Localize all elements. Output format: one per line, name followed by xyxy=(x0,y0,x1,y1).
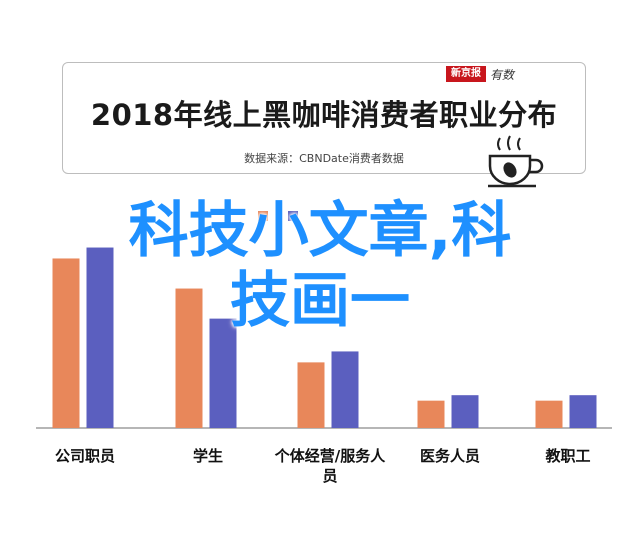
chart-title: 2018年线上黑咖啡消费者职业分布 xyxy=(90,98,558,132)
legend-swatch-orange xyxy=(258,211,268,221)
legend-swatch-blue xyxy=(288,211,298,221)
bar-orange-3 xyxy=(297,362,325,428)
bar-orange-1 xyxy=(52,258,80,428)
bar-blue-5 xyxy=(569,395,597,428)
bar-orange-2 xyxy=(175,288,203,428)
legend-item-1 xyxy=(258,211,272,221)
legend xyxy=(258,211,302,221)
bar-blue-1 xyxy=(86,247,114,428)
coffee-cup-icon xyxy=(488,135,544,188)
bar-blue-2 xyxy=(209,318,237,428)
brand-badge: 新京报 xyxy=(446,66,486,82)
bar-blue-4 xyxy=(451,395,479,428)
bar-orange-4 xyxy=(417,400,445,428)
legend-item-2 xyxy=(288,211,302,221)
chart-source: 数据来源：CBNDate消费者数据 xyxy=(244,152,404,165)
bar-orange-5 xyxy=(535,400,563,428)
brand-script: 有数 xyxy=(490,67,515,82)
bar-blue-3 xyxy=(331,351,359,428)
brand-logo: 新京报 有数 xyxy=(446,66,514,82)
